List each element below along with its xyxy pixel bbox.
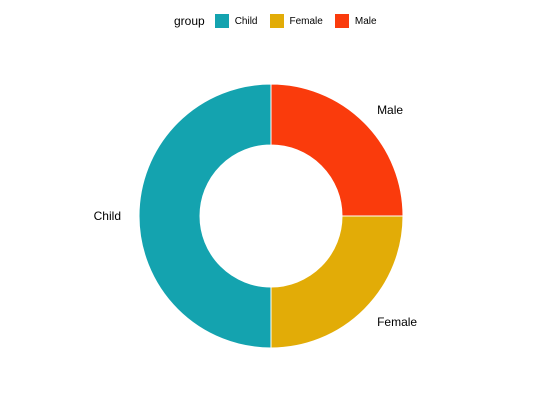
slice-male bbox=[270, 83, 404, 217]
legend-swatch-child bbox=[214, 14, 229, 28]
legend-label-female: Female bbox=[289, 15, 323, 27]
legend-swatch-female bbox=[269, 14, 284, 28]
legend-swatch-male bbox=[334, 14, 349, 28]
legend-label-male: Male bbox=[354, 15, 377, 27]
legend: group Child Female Male bbox=[0, 12, 540, 30]
legend-title: group bbox=[174, 14, 205, 28]
legend-item-child: Child bbox=[214, 14, 258, 28]
legend-label-child: Child bbox=[234, 15, 258, 27]
slice-female bbox=[270, 215, 404, 349]
slice-label-child: Child bbox=[94, 209, 121, 223]
slice-label-female: Female bbox=[377, 315, 417, 329]
legend-item-female: Female bbox=[269, 14, 323, 28]
legend-item-male: Male bbox=[334, 14, 377, 28]
slice-child bbox=[138, 83, 272, 349]
slice-label-male: Male bbox=[377, 103, 403, 117]
